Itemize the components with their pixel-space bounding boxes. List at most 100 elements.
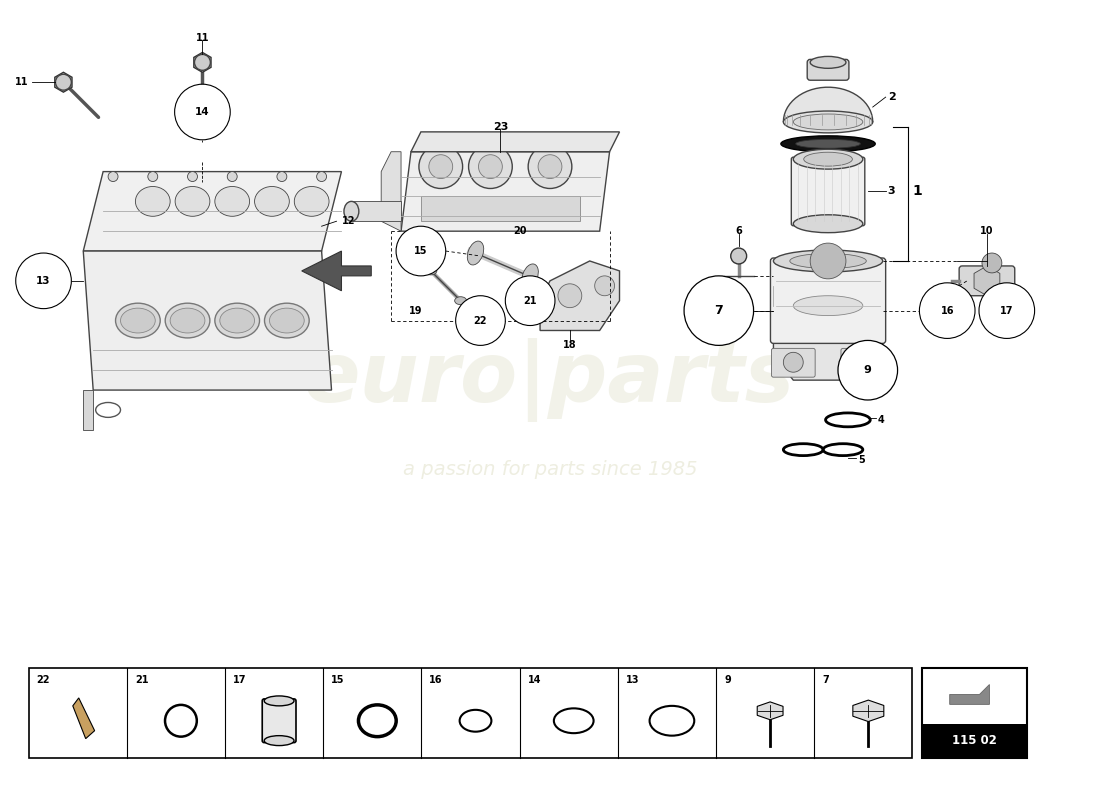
Polygon shape <box>974 266 1000 296</box>
Polygon shape <box>540 261 619 330</box>
Bar <box>923 723 1026 758</box>
Polygon shape <box>783 87 872 122</box>
FancyBboxPatch shape <box>262 699 296 742</box>
Polygon shape <box>84 390 94 430</box>
Text: 15: 15 <box>415 246 428 256</box>
Circle shape <box>277 171 287 182</box>
Text: 13: 13 <box>36 276 51 286</box>
Text: 7: 7 <box>714 304 723 317</box>
Circle shape <box>478 154 503 178</box>
Text: 23: 23 <box>493 122 508 132</box>
FancyBboxPatch shape <box>842 348 884 377</box>
Text: 13: 13 <box>626 675 639 685</box>
Polygon shape <box>73 698 95 738</box>
Circle shape <box>684 276 754 346</box>
FancyBboxPatch shape <box>807 59 849 80</box>
Ellipse shape <box>254 186 289 216</box>
Text: 7: 7 <box>822 675 829 685</box>
Ellipse shape <box>522 264 538 288</box>
Ellipse shape <box>790 254 867 269</box>
Polygon shape <box>773 326 882 380</box>
Ellipse shape <box>811 57 846 68</box>
Bar <box>923 668 1026 758</box>
Text: 9: 9 <box>864 366 871 375</box>
Ellipse shape <box>135 186 170 216</box>
Circle shape <box>979 283 1035 338</box>
Circle shape <box>783 352 803 372</box>
Ellipse shape <box>783 111 872 133</box>
Text: 20: 20 <box>514 226 527 236</box>
Ellipse shape <box>773 250 882 272</box>
Text: 15: 15 <box>331 675 344 685</box>
Ellipse shape <box>795 139 860 148</box>
Ellipse shape <box>793 114 862 130</box>
Circle shape <box>228 171 238 182</box>
Text: 9: 9 <box>724 675 730 685</box>
Text: 17: 17 <box>1000 306 1013 316</box>
Text: 6: 6 <box>735 226 743 236</box>
Ellipse shape <box>170 308 205 333</box>
Text: 17: 17 <box>233 675 246 685</box>
Circle shape <box>147 171 157 182</box>
Ellipse shape <box>454 297 466 305</box>
FancyBboxPatch shape <box>770 258 886 343</box>
Ellipse shape <box>220 308 254 333</box>
Ellipse shape <box>264 303 309 338</box>
Text: 16: 16 <box>429 675 443 685</box>
Ellipse shape <box>214 303 260 338</box>
Circle shape <box>317 171 327 182</box>
Circle shape <box>419 145 463 189</box>
Ellipse shape <box>425 267 437 275</box>
Text: 2: 2 <box>888 92 895 102</box>
Circle shape <box>528 145 572 189</box>
Text: 22: 22 <box>474 315 487 326</box>
Ellipse shape <box>344 202 359 222</box>
Circle shape <box>595 276 615 296</box>
Text: a passion for parts since 1985: a passion for parts since 1985 <box>403 460 697 479</box>
Ellipse shape <box>214 186 250 216</box>
Text: 22: 22 <box>36 675 51 685</box>
Polygon shape <box>949 685 989 704</box>
Polygon shape <box>852 700 883 722</box>
Circle shape <box>195 54 210 70</box>
FancyBboxPatch shape <box>791 157 865 226</box>
FancyBboxPatch shape <box>771 348 815 377</box>
Ellipse shape <box>264 736 294 746</box>
Polygon shape <box>757 702 783 720</box>
Circle shape <box>982 253 1002 273</box>
Ellipse shape <box>116 303 161 338</box>
Text: 14: 14 <box>528 675 541 685</box>
Circle shape <box>108 171 118 182</box>
Ellipse shape <box>793 296 862 315</box>
Polygon shape <box>301 251 372 290</box>
Circle shape <box>187 171 198 182</box>
Text: 5: 5 <box>858 454 865 465</box>
Ellipse shape <box>793 150 862 169</box>
Ellipse shape <box>468 241 484 265</box>
Polygon shape <box>194 53 211 72</box>
Text: 3: 3 <box>888 186 895 197</box>
Polygon shape <box>382 152 402 231</box>
Circle shape <box>558 284 582 308</box>
Text: 11: 11 <box>196 33 209 42</box>
Circle shape <box>811 243 846 279</box>
Circle shape <box>469 145 513 189</box>
Circle shape <box>730 248 747 264</box>
FancyBboxPatch shape <box>959 266 1014 296</box>
Text: 12: 12 <box>341 216 355 226</box>
Ellipse shape <box>295 186 329 216</box>
Text: 115 02: 115 02 <box>953 734 997 747</box>
Text: 16: 16 <box>940 306 954 316</box>
Polygon shape <box>55 72 72 92</box>
Ellipse shape <box>781 136 876 152</box>
Polygon shape <box>351 202 402 222</box>
Text: 10: 10 <box>980 226 993 236</box>
Circle shape <box>175 84 230 140</box>
Circle shape <box>455 296 505 346</box>
Ellipse shape <box>804 152 853 166</box>
Polygon shape <box>84 251 331 390</box>
Text: 19: 19 <box>409 306 422 316</box>
Text: 14: 14 <box>195 107 210 117</box>
Text: 11: 11 <box>15 78 29 87</box>
Circle shape <box>55 74 72 90</box>
